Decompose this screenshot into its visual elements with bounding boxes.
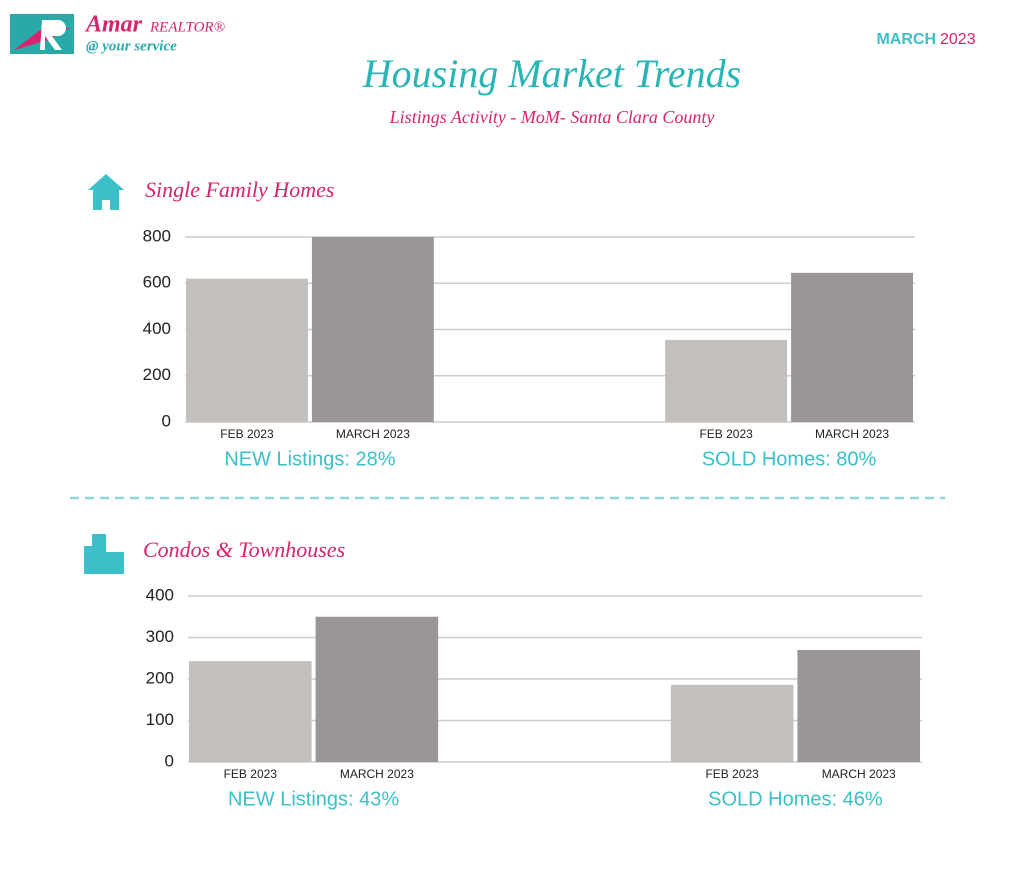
y-tick-label: 100 [146,710,174,729]
brand-suffix: REALTOR® [149,19,225,35]
x-tick-label: FEB 2023 [699,427,753,441]
bar [670,684,794,762]
chart-title: Single Family Homes [145,177,334,202]
logo [10,14,74,54]
bar [797,649,920,762]
group-label: NEW Listings: 28% [224,448,395,470]
x-tick-label: MARCH 2023 [336,427,410,441]
bar [315,616,439,762]
y-tick-label: 0 [165,751,174,770]
x-tick-label: FEB 2023 [220,427,274,441]
group-label: SOLD Homes: 46% [708,788,883,810]
title: Housing Market Trends [362,51,742,96]
y-tick-label: 300 [146,627,174,646]
month: MARCH [876,31,936,48]
logo-letter [40,20,66,50]
x-tick-label: FEB 2023 [224,767,278,781]
y-tick-label: 600 [143,273,171,292]
brand: Amar [84,12,143,38]
bar [311,237,434,422]
x-tick-label: FEB 2023 [705,767,759,781]
bar [186,278,308,422]
bar [189,661,312,762]
subtitle: Listings Activity - MoM- Santa Clara Cou… [389,107,715,127]
y-tick-label: 200 [143,365,171,384]
y-tick-label: 400 [143,319,171,338]
chart-title: Condos & Townhouses [143,537,345,562]
building-icon [84,534,124,574]
bar [791,272,913,422]
x-tick-label: MARCH 2023 [340,767,414,781]
group-label: SOLD Homes: 80% [702,448,877,470]
y-tick-label: 800 [143,226,171,245]
building-right [104,552,124,574]
bar [665,339,788,422]
year: 2023 [940,31,976,48]
x-tick-label: MARCH 2023 [815,427,889,441]
x-tick-label: MARCH 2023 [822,767,896,781]
house-icon [88,174,124,210]
tagline: @ your service [86,38,177,54]
y-tick-label: 400 [146,585,174,604]
y-tick-label: 200 [146,668,174,687]
building-mid [92,534,106,574]
y-tick-label: 0 [162,411,171,430]
group-label: NEW Listings: 43% [228,788,399,810]
